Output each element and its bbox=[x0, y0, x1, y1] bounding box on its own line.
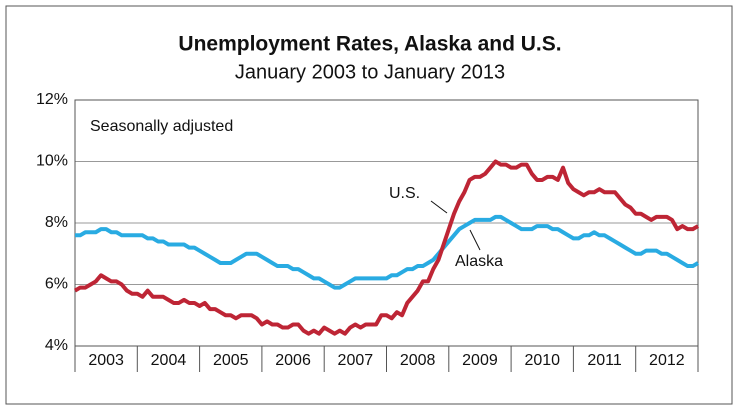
chart-frame bbox=[5, 5, 733, 405]
annotation: U.S. bbox=[389, 185, 420, 202]
data-line bbox=[75, 214, 700, 290]
x-tick-label: 2003 bbox=[88, 352, 124, 369]
leader-line bbox=[430, 200, 448, 214]
chart-title: Unemployment Rates, Alaska and U.S. bbox=[178, 33, 561, 56]
x-tick-label: 2006 bbox=[275, 352, 311, 369]
x-tick-label: 2009 bbox=[462, 352, 498, 369]
x-tick-label: 2007 bbox=[338, 352, 374, 369]
x-tick-label: 2010 bbox=[524, 352, 560, 369]
chart-subtitle: January 2003 to January 2013 bbox=[235, 61, 505, 83]
x-tick-label: 2008 bbox=[400, 352, 436, 369]
y-tick-label: 8% bbox=[45, 214, 68, 231]
x-tick-label: 2011 bbox=[587, 352, 622, 369]
y-tick-label: 6% bbox=[45, 276, 68, 293]
y-tick-label: 4% bbox=[45, 337, 68, 354]
x-tick-label: 2012 bbox=[649, 352, 685, 369]
annotation: Seasonally adjusted bbox=[90, 118, 233, 135]
x-tick-label: 2004 bbox=[151, 352, 187, 369]
data-line bbox=[73, 159, 700, 336]
annotation: Alaska bbox=[455, 253, 503, 270]
y-tick-label: 12% bbox=[36, 91, 68, 108]
x-tick-label: 2005 bbox=[213, 352, 249, 369]
y-tick-label: 10% bbox=[36, 153, 68, 170]
leader-line bbox=[469, 229, 481, 251]
